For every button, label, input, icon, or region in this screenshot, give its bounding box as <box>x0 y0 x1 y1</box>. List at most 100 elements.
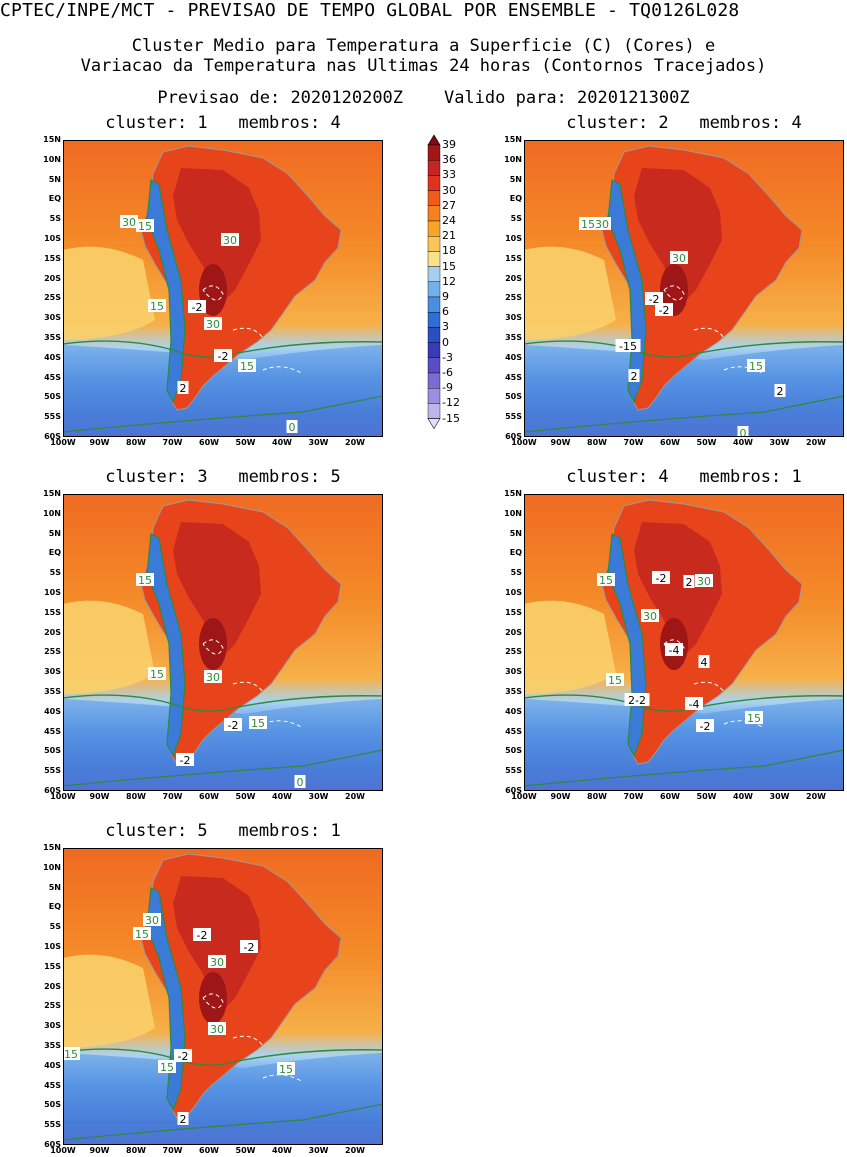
panel-title: cluster: 3 membros: 5 <box>105 467 341 487</box>
lat-label: 55S <box>44 412 61 422</box>
svg-text:30: 30 <box>210 956 224 969</box>
colorbar-label: 36 <box>442 153 456 167</box>
contour-label: 15 <box>249 716 267 730</box>
lon-label: 50W <box>235 792 256 801</box>
lat-label: 5S <box>49 214 61 224</box>
lon-label: 40W <box>272 1146 292 1155</box>
lat-label: 5N <box>48 882 61 892</box>
svg-text:15: 15 <box>749 360 763 373</box>
svg-text:2: 2 <box>686 576 693 589</box>
lon-label: 60W <box>199 792 219 801</box>
lat-label: 15N <box>504 135 522 144</box>
contour-label: -15 <box>615 339 641 353</box>
colorbar-swatch <box>427 342 441 359</box>
lat-label: 15S <box>505 607 522 617</box>
lat-label: 10N <box>504 154 522 164</box>
lon-label: 80W <box>126 1146 146 1155</box>
lat-label: 20S <box>505 627 522 637</box>
colorbar-label: -15 <box>442 411 460 425</box>
lat-label: 20S <box>44 627 61 637</box>
map-panel-3: 15 30 15 -2 15 -2 0 <box>63 494 383 791</box>
lat-label: 40S <box>505 706 522 716</box>
svg-text:2: 2 <box>631 370 638 383</box>
lon-label: 100W <box>50 792 76 801</box>
svg-text:2: 2 <box>180 1113 187 1126</box>
lat-label: 60S <box>44 786 61 795</box>
lon-label: 60W <box>199 438 219 447</box>
contour-label: 15 <box>597 573 615 587</box>
lat-label: 45S <box>44 1080 61 1090</box>
lat-label: 50S <box>44 392 61 402</box>
panel-title: cluster: 4 membros: 1 <box>566 467 802 487</box>
lon-label: 20W <box>806 438 826 447</box>
contour-label: 4 <box>698 655 710 669</box>
contour-label: 30 <box>221 233 239 247</box>
lat-label: 20S <box>44 273 61 283</box>
contour-label: 15 <box>745 711 763 725</box>
colorbar-label: 3 <box>442 320 449 334</box>
svg-text:0: 0 <box>297 776 304 789</box>
map-panel-2: 1530 30 -2-2 -15 2 15 2 0 <box>524 140 844 437</box>
lat-label: 15N <box>43 489 61 498</box>
colorbar-label: 12 <box>442 274 456 288</box>
lat-label: 30S <box>44 667 61 677</box>
colorbar-label: -9 <box>442 381 453 395</box>
svg-text:30: 30 <box>697 575 711 588</box>
header-line-4: Previsao de: 2020120200Z Valido para: 20… <box>157 88 690 108</box>
lon-label: 80W <box>126 792 146 801</box>
lon-label: 50W <box>696 438 717 447</box>
contour-label: 0 <box>294 775 306 789</box>
panel-title: cluster: 5 membros: 1 <box>105 821 341 841</box>
contour-label: 30 <box>120 215 138 229</box>
contour-label: 30 <box>695 574 713 588</box>
colorbar-label: 24 <box>442 214 456 227</box>
svg-text:2-2: 2-2 <box>628 694 646 707</box>
lon-label: 50W <box>696 792 717 801</box>
lon-label: 20W <box>345 792 365 801</box>
lat-label: 15S <box>505 253 522 263</box>
colorbar-swatch <box>427 266 441 283</box>
lon-label: 90W <box>89 1146 110 1155</box>
svg-text:15: 15 <box>608 674 622 687</box>
colorbar-swatch <box>427 175 441 191</box>
svg-text:2: 2 <box>180 382 187 395</box>
lat-label: 25S <box>505 293 522 303</box>
lat-label: 40S <box>44 706 61 716</box>
lat-label: 5S <box>510 214 522 224</box>
svg-text:30: 30 <box>122 216 136 229</box>
lat-label: 10S <box>44 942 61 951</box>
lat-label: 35S <box>44 687 61 696</box>
colorbar-swatch <box>427 235 441 252</box>
lat-label: 55S <box>505 412 522 422</box>
lat-label: 50S <box>44 1100 61 1110</box>
contour-label: 15 <box>148 299 166 313</box>
contour-label: 2-2 <box>624 693 650 707</box>
lon-label: 20W <box>345 1146 365 1155</box>
lat-label: 30S <box>44 313 61 323</box>
contour-label: 15 <box>238 359 256 373</box>
lat-label: 10N <box>504 508 522 518</box>
lon-label: 70W <box>162 438 183 447</box>
lon-label: 20W <box>806 792 826 801</box>
svg-text:-2: -2 <box>180 754 191 767</box>
svg-text:15: 15 <box>160 1061 174 1074</box>
lat-label: 5N <box>509 174 522 184</box>
lon-label: 90W <box>89 438 110 447</box>
svg-text:4: 4 <box>701 656 708 669</box>
contour-label: 15 <box>133 927 151 941</box>
lat-label: 45S <box>505 372 522 382</box>
svg-text:0: 0 <box>289 421 296 434</box>
lat-label: 50S <box>505 392 522 402</box>
svg-text:30: 30 <box>145 914 159 927</box>
lon-label: 60W <box>199 1146 219 1155</box>
colorbar-swatch <box>427 388 441 404</box>
map-panel-4: 15 -2 2 30 30 -4 4 15 2-2 -4 15 -2 <box>524 494 844 791</box>
colorbar-swatch <box>427 220 441 237</box>
panel-title: cluster: 1 membros: 4 <box>105 113 341 133</box>
header-line-2: Cluster Medio para Temperatura a Superfi… <box>131 36 716 56</box>
contour-label: 1530 <box>579 217 611 231</box>
colorbar-swatch <box>427 403 441 419</box>
colorbar-swatch <box>427 281 441 298</box>
contour-label: -2 <box>193 928 211 942</box>
contour-label: 30 <box>204 317 222 331</box>
